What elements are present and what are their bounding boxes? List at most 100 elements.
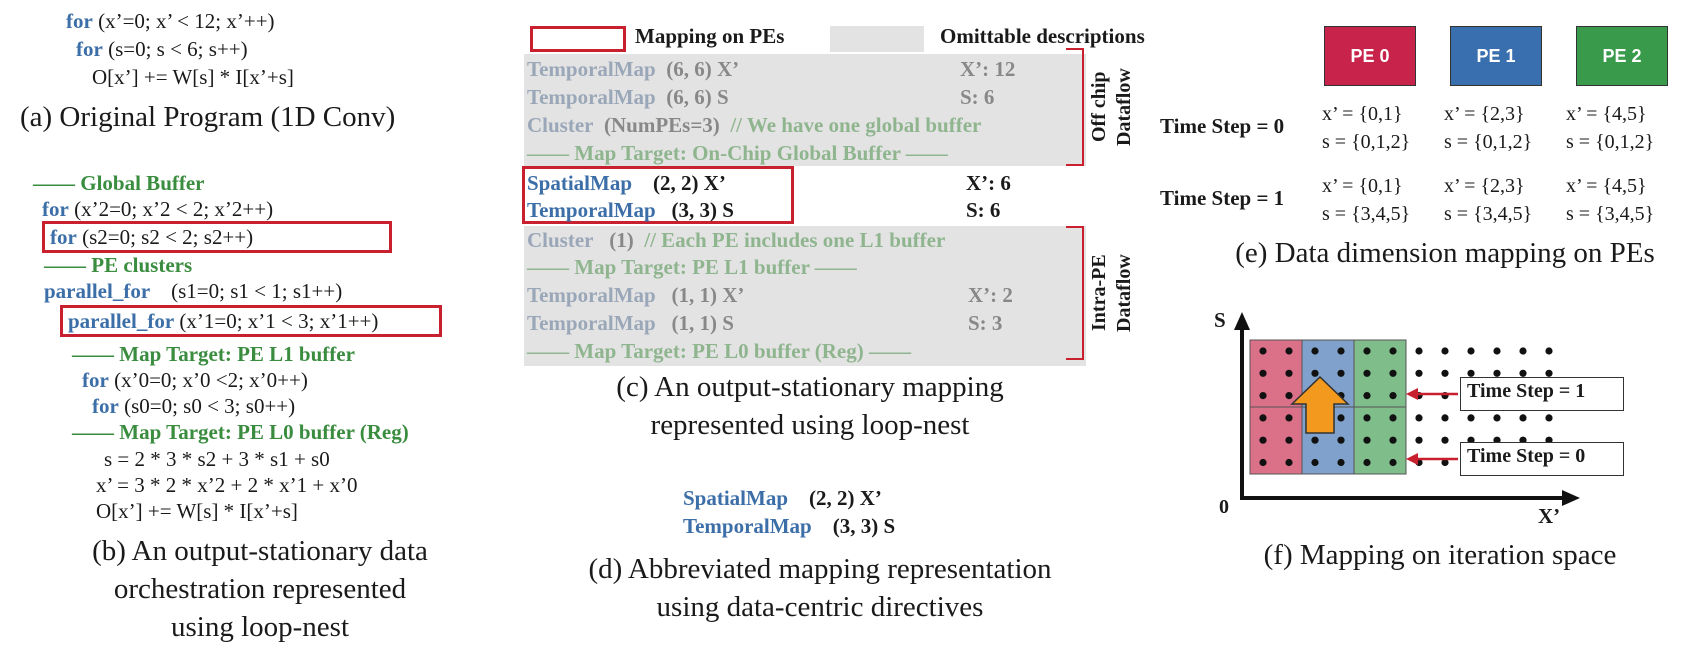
caption-d-line2: using data-centric directives [656,591,984,623]
global-buffer-label: —— Global Buffer [33,171,205,195]
cell-t0-pe0: x’ = {0,1} s = {0,1,2} [1322,100,1410,156]
y-axis-arrowhead [1234,312,1250,330]
keyword: for [50,225,77,249]
keyword: TemporalMap [527,311,656,335]
map-row: TemporalMap (6, 6) S [527,84,729,110]
caption-b-line2: orchestration represented [113,573,407,605]
s-range: s = {0,1,2} [1444,131,1533,153]
iteration-point [1545,414,1553,422]
pe-block [1353,406,1407,475]
map-row: TemporalMap (1, 1) X’ [527,282,744,308]
keyword: for [82,368,109,392]
code-line: O[x’] += W[s] * I[x’+s] [96,499,298,523]
iteration-point [1467,369,1475,377]
keyword: parallel_for [44,279,151,303]
comment: // Each PE includes one L1 buffer [644,228,946,252]
iteration-point [1363,414,1371,422]
keyword: SpatialMap [683,486,789,510]
keyword: TemporalMap [527,283,656,307]
highlight-box [522,166,794,224]
legend-omit-label: Omittable descriptions [940,24,1145,48]
callout-arrowhead-0 [1406,453,1418,465]
iteration-point [1545,369,1553,377]
iteration-point [1363,458,1371,467]
pe-1-box: PE 1 [1450,26,1542,86]
iteration-point [1415,347,1423,355]
cell-t1-pe1: x’ = {2,3} s = {3,4,5} [1444,172,1532,228]
s-range: s = {3,4,5} [1566,203,1655,225]
iteration-point [1259,392,1267,400]
map-row: Cluster (1) // Each PE includes one L1 b… [527,227,945,253]
x-axis-arrowhead [1562,490,1580,506]
dim-value: X’: 12 [960,57,1016,81]
code-text: (x’=0; x’ < 12; x’++) [98,9,275,33]
iteration-point [1259,458,1267,467]
map-row: Cluster (NumPEs=3) // We have one global… [527,112,981,138]
time-step-0-callout: Time Step = 0 [1460,442,1624,476]
intra-pe-bracket [1066,226,1084,360]
time-step-1-label: Time Step = 1 [1160,186,1285,210]
iteration-point [1285,458,1293,467]
caption-b-line3: using loop-nest [170,611,350,643]
iteration-point [1337,458,1345,467]
cell-t0-pe1: x’ = {2,3} s = {0,1,2} [1444,100,1532,156]
x-range: x’ = {0,1} [1322,103,1403,125]
arg: (1) [609,228,634,252]
iteration-point [1259,347,1267,355]
caption-d-line1: (d) Abbreviated mapping representation [588,553,1052,585]
caption-e: (e) Data dimension mapping on PEs [1235,237,1655,269]
map-target-l1: —— Map Target: PE L1 buffer [72,342,355,366]
iteration-point [1311,436,1319,444]
caption-b-line1: (b) An output-stationary data [92,535,428,567]
keyword: TemporalMap [683,514,812,538]
iteration-point [1415,436,1423,444]
comment: // We have one global buffer [730,113,982,137]
dim-value: S: 6 [960,85,995,109]
cell-t1-pe0: x’ = {0,1} s = {3,4,5} [1322,172,1410,228]
code-line: for (x’0=0; x’0 <2; x’0++) [82,367,308,393]
code-line: parallel_for (s1=0; s1 < 1; s1++) [44,278,342,304]
offchip-bracket [1066,48,1084,166]
dim-value: X’: 2 [968,283,1013,307]
iteration-point [1389,458,1397,467]
iteration-point [1441,458,1449,467]
iteration-point [1389,369,1397,377]
iteration-point [1545,347,1553,355]
iteration-point [1519,414,1527,422]
iteration-point [1259,369,1267,377]
iteration-point [1441,414,1449,422]
keyword: parallel_for [68,309,175,333]
iteration-point [1363,369,1371,377]
cell-t0-pe2: x’ = {4,5} s = {0,1,2} [1566,100,1654,156]
code-text: (x’0=0; x’0 <2; x’0++) [114,368,308,392]
highlight-box [42,221,392,253]
code-text: (s=0; s < 6; s++) [108,37,248,61]
iteration-point [1467,414,1475,422]
iteration-point [1337,347,1345,355]
pe-block [1353,339,1407,408]
axis-x-label: X’ [1538,504,1561,528]
x-range: x’ = {2,3} [1444,175,1525,197]
s-range: s = {0,1,2} [1322,131,1411,153]
code-line: for (x’=0; x’ < 12; x’++) [66,8,275,34]
iteration-point [1493,347,1501,355]
arg: (6, 6) X’ [666,57,740,81]
s-range: s = {3,4,5} [1444,203,1533,225]
map-row: SpatialMap (2, 2) X’ [527,170,726,196]
caption-f: (f) Mapping on iteration space [1263,539,1617,571]
map-row: TemporalMap (1, 1) S [527,310,734,336]
legend-mapping-label: Mapping on PEs [635,24,785,48]
code-line: x’ = 3 * 2 * x’2 + 2 * x’1 + x’0 [96,473,358,497]
legend-grey-swatch [830,26,924,52]
iteration-point [1519,369,1527,377]
x-range: x’ = {4,5} [1566,175,1647,197]
iteration-point [1441,347,1449,355]
dim-value: S: 3 [968,311,1003,335]
time-step-arrow [1290,375,1350,434]
map-row: SpatialMap (2, 2) X’ [683,485,882,511]
map-row: TemporalMap (3, 3) S [527,197,734,223]
iteration-point [1259,436,1267,444]
iteration-point [1415,369,1423,377]
iteration-point [1363,347,1371,355]
code-line: for (s0=0; s0 < 3; s0++) [92,393,295,419]
